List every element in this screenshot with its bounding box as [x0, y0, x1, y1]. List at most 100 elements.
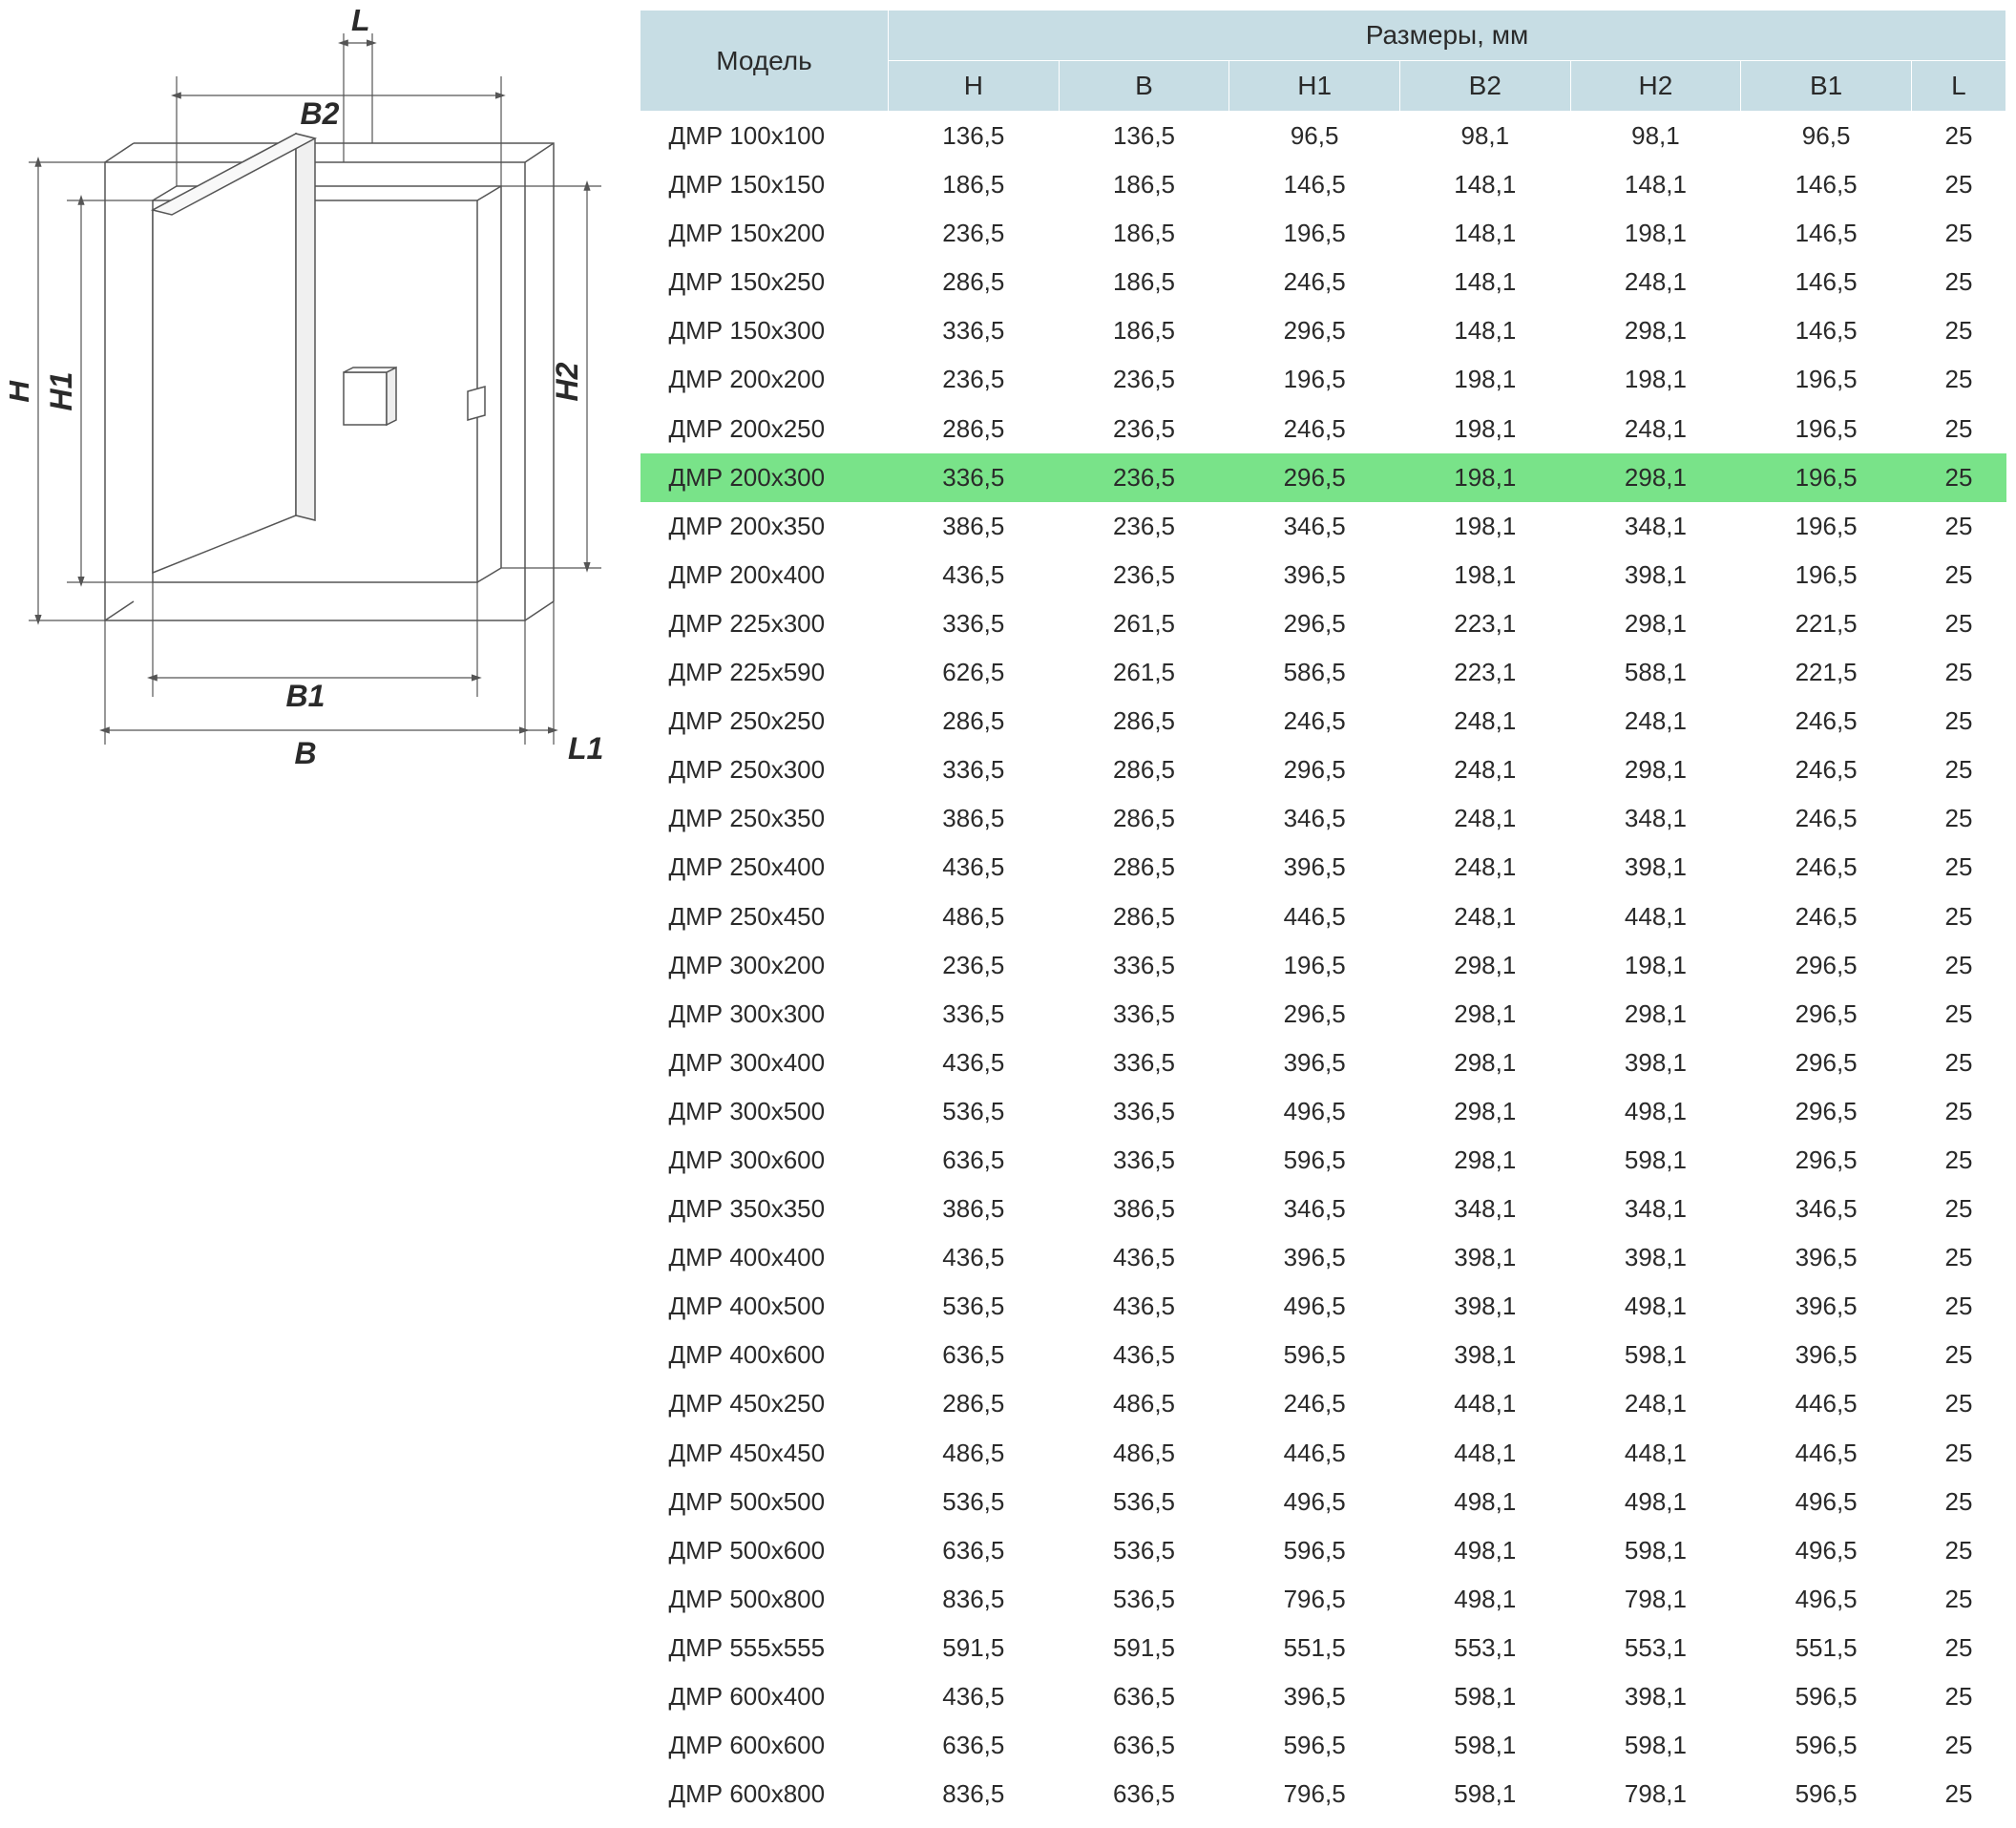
cell-model: ДМР 450x250 [640, 1379, 889, 1428]
cell-B: 336,5 [1059, 941, 1229, 990]
cell-B2: 498,1 [1399, 1526, 1570, 1575]
cell-H1: 96,5 [1229, 112, 1400, 161]
cell-H: 536,5 [889, 1478, 1060, 1526]
cell-B: 336,5 [1059, 1087, 1229, 1136]
table-row: ДМР 250x300336,5286,5296,5248,1298,1246,… [640, 746, 2006, 794]
cell-H: 336,5 [889, 990, 1060, 1039]
cell-model: ДМР 225x300 [640, 599, 889, 648]
cell-H1: 446,5 [1229, 893, 1400, 941]
cell-B: 536,5 [1059, 1478, 1229, 1526]
table-row: ДМР 450x250286,5486,5246,5448,1248,1446,… [640, 1379, 2006, 1428]
cell-H2: 598,1 [1570, 1136, 1741, 1185]
cell-H: 836,5 [889, 1770, 1060, 1818]
cell-H2: 498,1 [1570, 1282, 1741, 1331]
cell-H: 386,5 [889, 1185, 1060, 1233]
cell-H1: 396,5 [1229, 843, 1400, 892]
cell-L: 25 [1911, 551, 2006, 599]
cell-B: 236,5 [1059, 405, 1229, 453]
cell-L: 25 [1911, 1379, 2006, 1428]
col-header-H2: H2 [1570, 61, 1741, 112]
cell-H: 536,5 [889, 1282, 1060, 1331]
cell-B: 136,5 [1059, 112, 1229, 161]
dimensions-table: Модель Размеры, мм HBH1B2H2B1L ДМР 100x1… [640, 10, 2006, 1818]
col-header-L: L [1911, 61, 2006, 112]
cell-B2: 248,1 [1399, 746, 1570, 794]
cell-B2: 298,1 [1399, 1039, 1570, 1087]
cell-B2: 223,1 [1399, 599, 1570, 648]
cell-H1: 496,5 [1229, 1282, 1400, 1331]
cell-model: ДМР 500x500 [640, 1478, 889, 1526]
cell-L: 25 [1911, 1526, 2006, 1575]
cell-H: 336,5 [889, 306, 1060, 355]
cell-L: 25 [1911, 1672, 2006, 1721]
cell-B2: 198,1 [1399, 453, 1570, 502]
cell-H2: 248,1 [1570, 697, 1741, 746]
cell-B1: 246,5 [1741, 843, 1912, 892]
cell-L: 25 [1911, 648, 2006, 697]
cell-H2: 298,1 [1570, 990, 1741, 1039]
cell-B: 236,5 [1059, 551, 1229, 599]
cell-B1: 196,5 [1741, 502, 1912, 551]
cell-model: ДМР 150x250 [640, 258, 889, 306]
cell-B: 186,5 [1059, 209, 1229, 258]
dim-label-H: H [10, 380, 35, 403]
cell-H: 286,5 [889, 405, 1060, 453]
cell-L: 25 [1911, 112, 2006, 161]
cell-H2: 398,1 [1570, 1233, 1741, 1282]
cell-B1: 246,5 [1741, 697, 1912, 746]
cell-L: 25 [1911, 355, 2006, 404]
cell-H2: 298,1 [1570, 599, 1741, 648]
cell-B: 636,5 [1059, 1721, 1229, 1770]
cell-H1: 596,5 [1229, 1721, 1400, 1770]
cell-H2: 398,1 [1570, 1672, 1741, 1721]
cell-B: 286,5 [1059, 746, 1229, 794]
table-column: Модель Размеры, мм HBH1B2H2B1L ДМР 100x1… [640, 10, 2006, 1818]
cell-B: 286,5 [1059, 893, 1229, 941]
cell-B: 436,5 [1059, 1282, 1229, 1331]
cell-model: ДМР 200x350 [640, 502, 889, 551]
cell-B1: 296,5 [1741, 1039, 1912, 1087]
cell-H: 436,5 [889, 1233, 1060, 1282]
col-header-B: B [1059, 61, 1229, 112]
cell-B: 536,5 [1059, 1575, 1229, 1624]
cell-B: 386,5 [1059, 1185, 1229, 1233]
cell-H1: 796,5 [1229, 1770, 1400, 1818]
table-row: ДМР 300x400436,5336,5396,5298,1398,1296,… [640, 1039, 2006, 1087]
cell-H1: 496,5 [1229, 1478, 1400, 1526]
cell-B1: 196,5 [1741, 405, 1912, 453]
cell-H1: 396,5 [1229, 1039, 1400, 1087]
cell-H1: 296,5 [1229, 453, 1400, 502]
cell-B1: 496,5 [1741, 1526, 1912, 1575]
cell-B: 336,5 [1059, 990, 1229, 1039]
cell-model: ДМР 300x400 [640, 1039, 889, 1087]
cell-model: ДМР 400x400 [640, 1233, 889, 1282]
cell-H: 836,5 [889, 1575, 1060, 1624]
cell-B: 536,5 [1059, 1526, 1229, 1575]
cell-H: 386,5 [889, 502, 1060, 551]
cell-model: ДМР 250x400 [640, 843, 889, 892]
cell-L: 25 [1911, 1331, 2006, 1379]
dim-label-H2: H2 [550, 362, 584, 401]
cell-H2: 398,1 [1570, 1039, 1741, 1087]
cell-B: 286,5 [1059, 794, 1229, 843]
cell-B1: 446,5 [1741, 1429, 1912, 1478]
cell-L: 25 [1911, 893, 2006, 941]
cell-model: ДМР 450x450 [640, 1429, 889, 1478]
table-row: ДМР 500x600636,5536,5596,5498,1598,1496,… [640, 1526, 2006, 1575]
cell-H1: 596,5 [1229, 1331, 1400, 1379]
cell-H2: 398,1 [1570, 843, 1741, 892]
table-row: ДМР 400x500536,5436,5496,5398,1498,1396,… [640, 1282, 2006, 1331]
cell-L: 25 [1911, 1624, 2006, 1672]
cell-H2: 598,1 [1570, 1331, 1741, 1379]
cell-H2: 298,1 [1570, 306, 1741, 355]
cell-B2: 498,1 [1399, 1575, 1570, 1624]
cell-H2: 588,1 [1570, 648, 1741, 697]
cell-H1: 446,5 [1229, 1429, 1400, 1478]
cell-L: 25 [1911, 990, 2006, 1039]
col-header-H: H [889, 61, 1060, 112]
cell-model: ДМР 600x600 [640, 1721, 889, 1770]
cell-B: 236,5 [1059, 502, 1229, 551]
table-row: ДМР 250x350386,5286,5346,5248,1348,1246,… [640, 794, 2006, 843]
cell-H2: 798,1 [1570, 1575, 1741, 1624]
cell-H2: 498,1 [1570, 1478, 1741, 1526]
